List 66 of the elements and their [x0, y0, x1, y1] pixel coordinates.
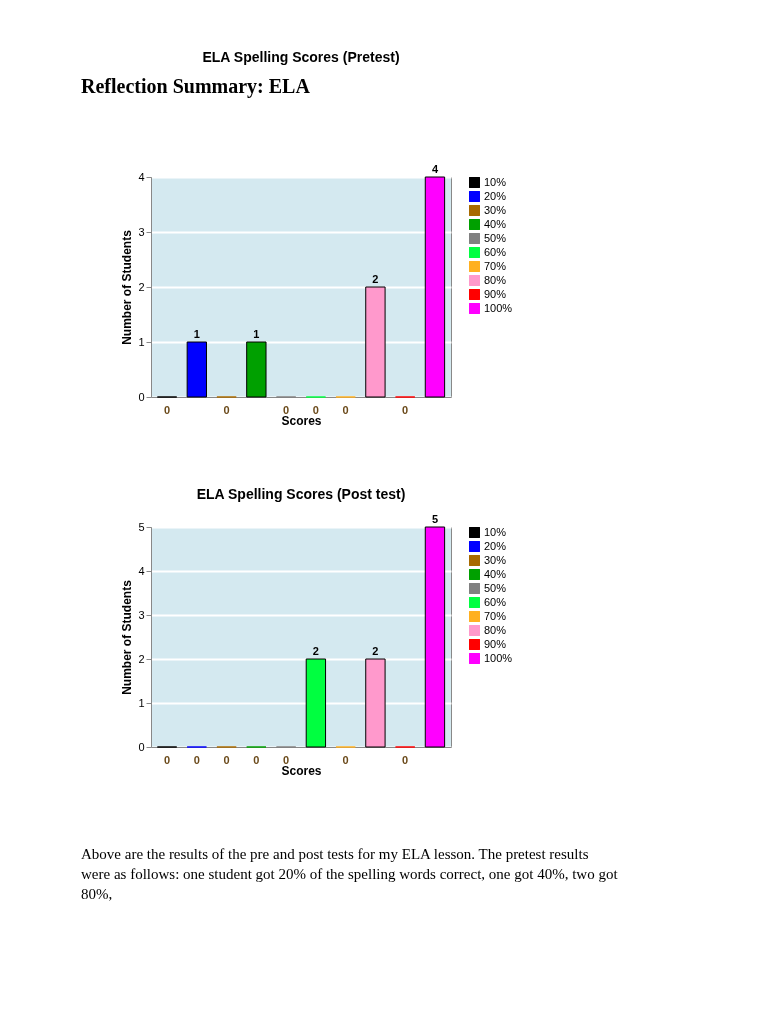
y-tick-label: 0 — [138, 390, 145, 403]
bar — [365, 286, 386, 398]
data-label: 0 — [402, 754, 409, 766]
legend-label: 50% — [484, 231, 507, 244]
legend-label: 90% — [484, 287, 507, 300]
y-tick-label: 0 — [138, 740, 145, 753]
legend-label: 50% — [484, 581, 507, 594]
bar — [186, 341, 207, 398]
y-tick-label: 1 — [138, 696, 145, 709]
legend-label: 40% — [484, 567, 507, 580]
legend-label: 30% — [484, 203, 507, 216]
data-label: 0 — [402, 404, 409, 416]
bar — [424, 526, 446, 748]
y-axis-title: Number of Students — [120, 229, 135, 345]
data-label: 0 — [342, 404, 349, 416]
bar — [305, 658, 327, 748]
legend-label: 10% — [484, 175, 507, 188]
x-axis-title: Scores — [281, 763, 322, 778]
data-label: 0 — [223, 404, 230, 416]
data-label: 4 — [431, 163, 439, 175]
data-label: 1 — [193, 328, 200, 340]
legend-label: 100% — [484, 301, 513, 314]
data-label: 2 — [312, 645, 319, 657]
data-label: 0 — [193, 754, 200, 766]
legend-label: 10% — [484, 525, 507, 538]
legend-label: 20% — [484, 189, 507, 202]
data-label: 0 — [312, 404, 319, 416]
legend-label: 40% — [484, 217, 507, 230]
y-tick-label: 5 — [138, 520, 145, 533]
data-label: 0 — [253, 754, 260, 766]
data-label: 5 — [431, 513, 439, 525]
text: Above are the results of the pre and post tests for my ELA lesson. The pretest results were as follows: one student got 20% of the spelling words correct, one got 40%, two got 80%, — [81, 846, 619, 902]
legend-label: 80% — [484, 273, 507, 286]
y-tick-label: 2 — [138, 652, 145, 665]
legend-label: 90% — [484, 637, 507, 650]
y-tick-label: 2 — [138, 280, 145, 293]
y-tick-label: 1 — [138, 335, 145, 348]
data-label: 0 — [163, 754, 171, 766]
bar — [424, 176, 446, 398]
x-axis-title: Scores — [281, 413, 322, 428]
data-label: 0 — [283, 754, 290, 766]
data-label: 0 — [163, 404, 171, 416]
legend-label: 60% — [484, 595, 507, 608]
legend-label: 70% — [484, 259, 507, 272]
data-label: 0 — [223, 754, 230, 766]
chart-title: ELA Spelling Scores (Post test) — [196, 486, 406, 502]
bar — [365, 658, 386, 748]
data-label: 0 — [283, 404, 290, 416]
y-tick-label: 3 — [138, 225, 145, 238]
bar — [246, 341, 267, 398]
data-label: 0 — [342, 754, 349, 766]
legend-label: 60% — [484, 245, 507, 258]
y-axis-title: Number of Students — [120, 579, 135, 695]
legend-label: 80% — [484, 623, 507, 636]
legend-label: 70% — [484, 609, 507, 622]
legend-label: 20% — [484, 539, 507, 552]
data-label: 2 — [372, 273, 379, 285]
text: Reflection Summary: ELA — [81, 75, 311, 98]
data-label: 2 — [372, 645, 379, 657]
data-label: 1 — [253, 328, 260, 340]
y-tick-label: 4 — [138, 170, 145, 183]
y-tick-label: 3 — [138, 608, 145, 621]
y-tick-label: 4 — [138, 564, 145, 577]
legend-label: 100% — [484, 651, 513, 664]
chart-title: ELA Spelling Scores (Pretest) — [202, 49, 400, 65]
legend-label: 30% — [484, 553, 507, 566]
